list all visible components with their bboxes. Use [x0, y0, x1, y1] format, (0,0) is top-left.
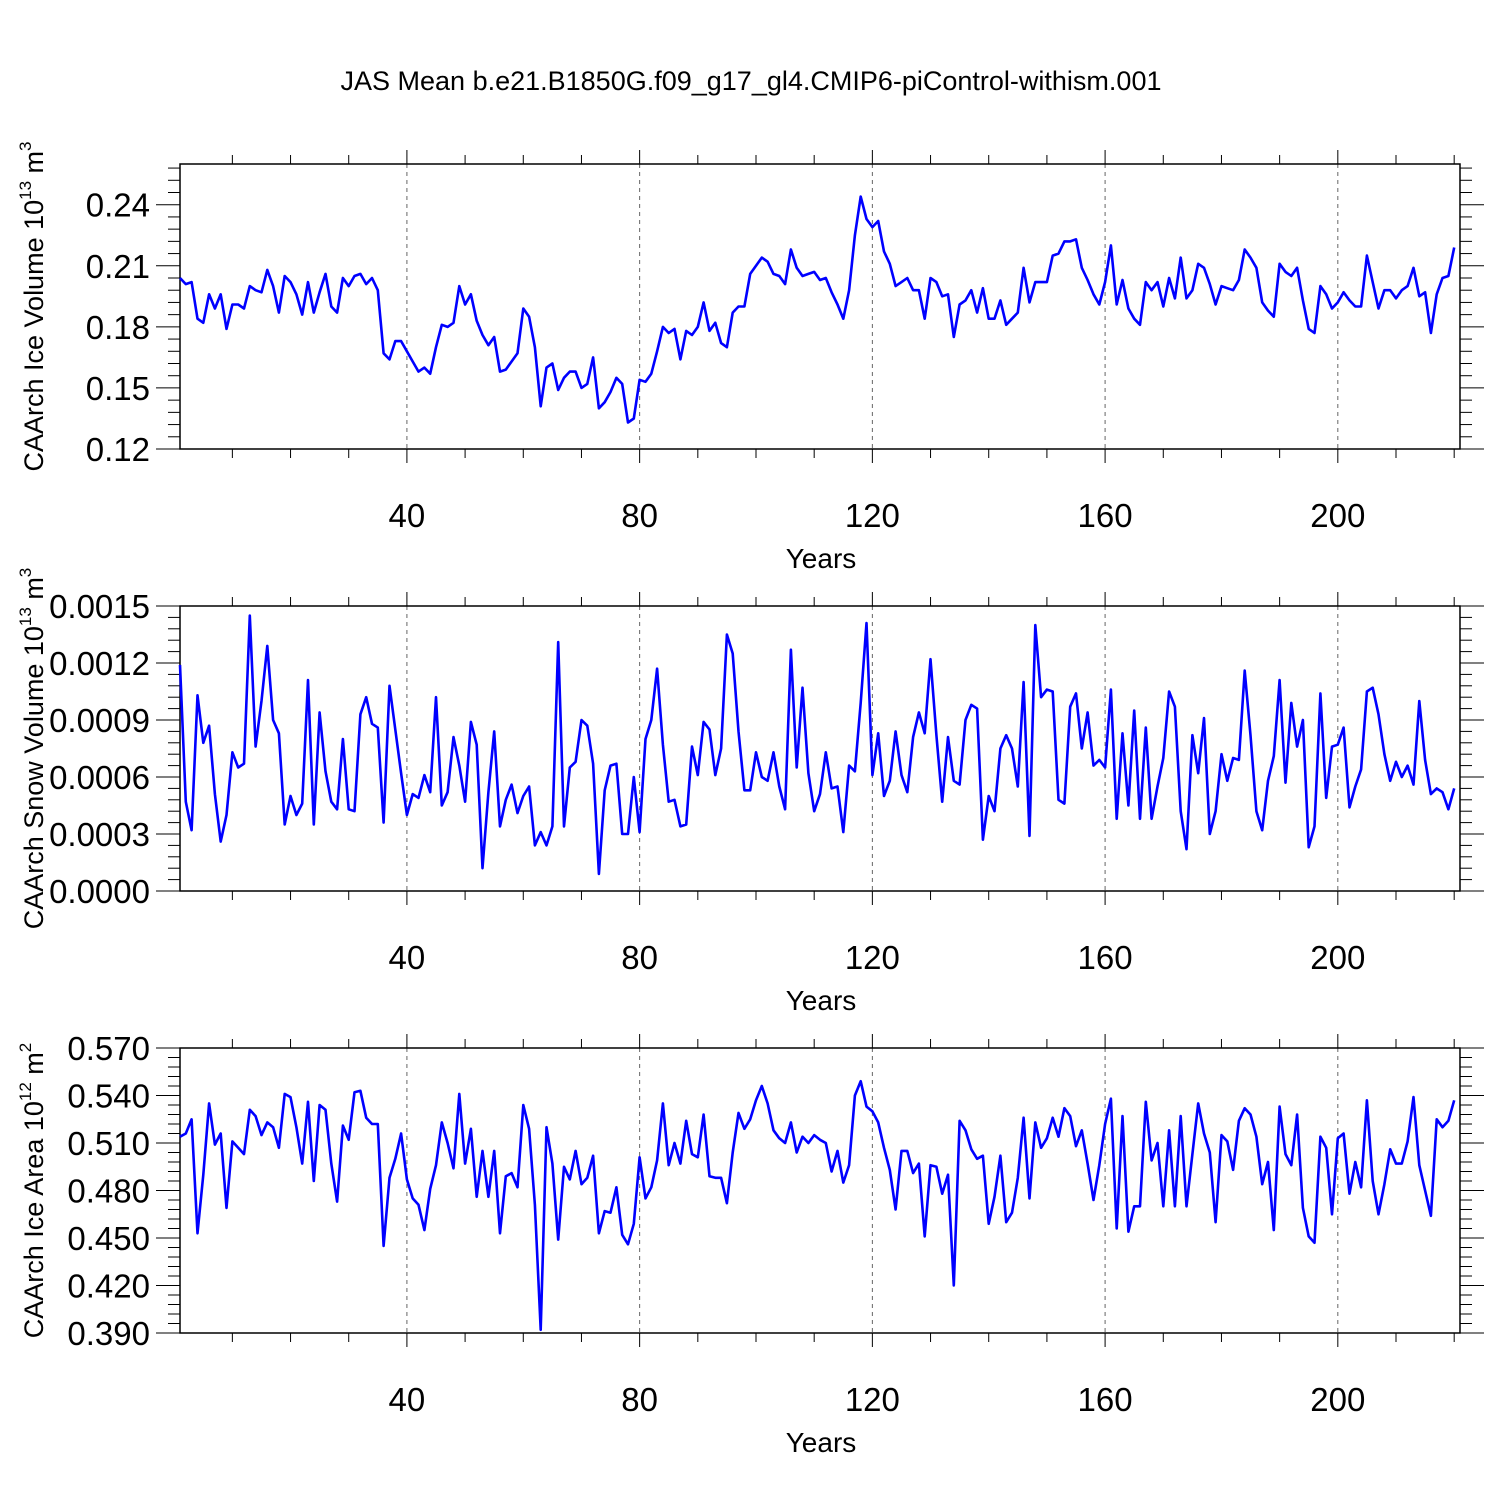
ice-area-xtick-label: 40: [389, 1381, 426, 1418]
snow-volume-ylabel: CAArch Snow Volume 1013 m3: [16, 568, 49, 930]
ice-area-xtick-label: 160: [1078, 1381, 1133, 1418]
ice-volume-xtick-label: 200: [1310, 497, 1365, 534]
snow-volume-ytick-label: 0.0003: [49, 816, 150, 853]
snow-volume-ytick-label: 0.0009: [49, 702, 150, 739]
ice-area-xtick-label: 200: [1310, 1381, 1365, 1418]
snow-volume-xlabel: Years: [786, 985, 857, 1016]
snow-volume-xtick-label: 160: [1078, 939, 1133, 976]
ice-area-xtick-label: 80: [621, 1381, 658, 1418]
ice-area-series-line: [179, 1079, 1456, 1332]
snow-volume-ytick-label: 0.0006: [49, 759, 150, 796]
ice-area-panel: 0.390 0.420 0.450 0.480 0.510 0.540 0.570 40 80 1…: [16, 1030, 1484, 1458]
ice-volume-ytick-label: 0.15: [86, 370, 150, 407]
ice-volume-ytick-label: 0.21: [86, 248, 150, 285]
snow-volume-panel: 0.0000 0.0003 0.0006 0.0009 0.0012 0.0015 40 80…: [16, 568, 1484, 1016]
ice-volume-xtick-label: 120: [845, 497, 900, 534]
snow-volume-ytick-label: 0.0000: [49, 873, 150, 910]
ice-volume-panel: 0.12 0.15 0.18 0.21 0.24 40 80 120 160 200 Years CA…: [16, 141, 1484, 574]
ice-volume-xtick-label: 40: [389, 497, 426, 534]
ice-area-xtick-label: 120: [845, 1381, 900, 1418]
snow-volume-ytick-label: 0.0015: [49, 588, 150, 625]
ice-volume-ylabel: CAArch Ice Volume 1013 m3: [16, 141, 49, 471]
ice-area-ytick-label: 0.480: [67, 1173, 150, 1210]
figure-title: JAS Mean b.e21.B1850G.f09_g17_gl4.CMIP6-…: [341, 66, 1162, 96]
ice-area-ylabel: CAArch Ice Area 1012 m2: [16, 1043, 49, 1339]
ice-volume-ytick-label: 0.18: [86, 309, 150, 346]
ice-area-ytick-label: 0.510: [67, 1125, 150, 1162]
ice-volume-xtick-label: 80: [621, 497, 658, 534]
snow-volume-series-line: [178, 614, 1456, 876]
ice-area-ytick-label: 0.390: [67, 1315, 150, 1352]
ice-volume-series-line: [179, 195, 1456, 424]
ice-volume-ytick-label: 0.24: [86, 187, 150, 224]
ice-area-ytick-label: 0.540: [67, 1078, 150, 1115]
snow-volume-ytick-label: 0.0012: [49, 645, 150, 682]
snow-volume-xtick-label: 40: [389, 939, 426, 976]
ice-area-frame: [179, 1047, 1461, 1334]
snow-volume-xtick-label: 200: [1310, 939, 1365, 976]
ice-volume-xtick-label: 160: [1078, 497, 1133, 534]
ice-area-ytick-label: 0.570: [67, 1030, 150, 1067]
ice-area-ytick-label: 0.450: [67, 1220, 150, 1257]
snow-volume-frame: [179, 605, 1461, 892]
ice-volume-xlabel: Years: [786, 543, 857, 574]
ice-volume-ytick-label: 0.12: [86, 431, 150, 468]
snow-volume-xtick-label: 80: [621, 939, 658, 976]
snow-volume-xtick-label: 120: [845, 939, 900, 976]
ice-volume-frame: [179, 163, 1461, 450]
ice-area-ytick-label: 0.420: [67, 1268, 150, 1305]
ice-area-xlabel: Years: [786, 1427, 857, 1458]
